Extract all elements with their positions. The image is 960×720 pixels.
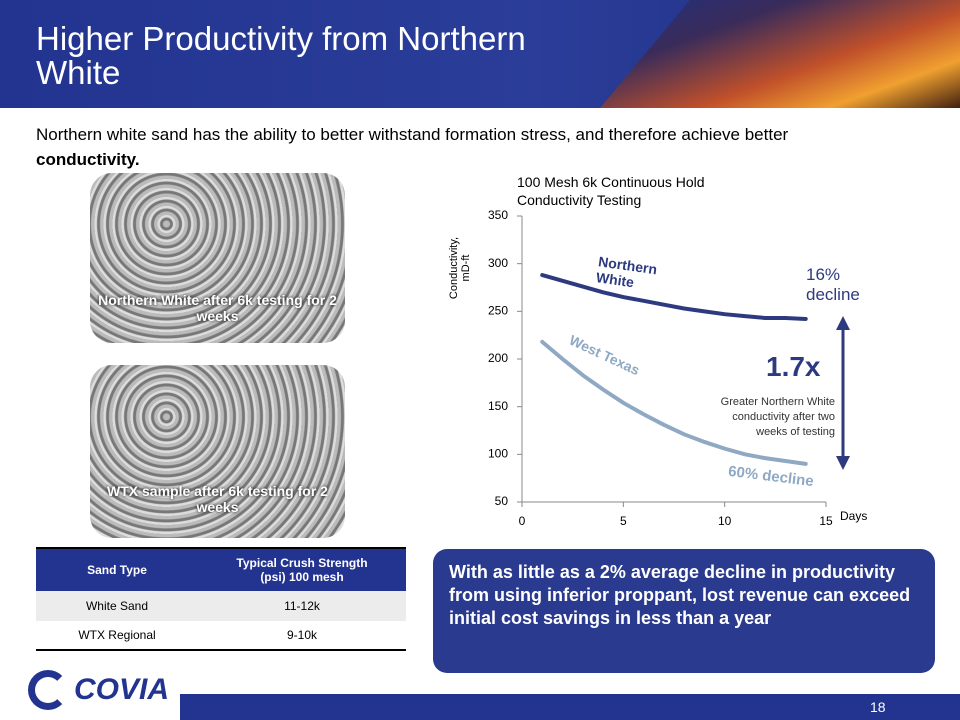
chart-title: 100 Mesh 6k Continuous Hold Conductivity… bbox=[517, 174, 705, 208]
series-line bbox=[540, 273, 808, 321]
y-axis-label: Conductivity, mD-ft bbox=[448, 236, 472, 300]
table: Sand Type Typical Crush Strength (psi) 1… bbox=[36, 547, 406, 651]
y-tick-label: 200 bbox=[488, 351, 508, 365]
page-number: 18 bbox=[870, 699, 886, 715]
intro: Northern white sand has the ability to b… bbox=[36, 122, 896, 172]
arrow-head bbox=[836, 316, 850, 330]
callout: With as little as a 2% average decline i… bbox=[433, 549, 935, 673]
annotation: 1.7x bbox=[766, 351, 821, 382]
annotation: 16% decline bbox=[806, 265, 860, 304]
x-axis-label: Days bbox=[840, 509, 868, 523]
annotation: Greater Northern White conductivity afte… bbox=[720, 396, 835, 438]
table-header: Typical Crush Strength (psi) 100 mesh bbox=[236, 556, 368, 584]
footer-band bbox=[180, 694, 960, 720]
y-tick-label: 100 bbox=[488, 447, 508, 461]
series-line bbox=[540, 339, 808, 466]
arrow-head bbox=[836, 456, 850, 470]
table-cell: 9-10k bbox=[286, 628, 318, 642]
sand-photo bbox=[90, 173, 345, 343]
intro-bold: conductivity. bbox=[36, 150, 140, 169]
slide-title: Higher Productivity from Northern White bbox=[36, 20, 526, 91]
logo-mark bbox=[28, 670, 68, 710]
sand-photo bbox=[90, 365, 345, 538]
logo: COVIA bbox=[74, 673, 170, 706]
x-tick-label: 0 bbox=[519, 514, 526, 528]
intro-text: Northern white sand has the ability to b… bbox=[36, 125, 789, 144]
table-cell: 11-12k bbox=[284, 599, 320, 613]
x-tick-label: 10 bbox=[718, 514, 732, 528]
photo-caption: WTX sample after 6k testing for 2 weeks bbox=[107, 483, 328, 515]
x-tick-label: 5 bbox=[620, 514, 627, 528]
y-tick-label: 150 bbox=[488, 399, 508, 413]
table-cell: White Sand bbox=[85, 599, 149, 613]
y-tick-label: 50 bbox=[495, 494, 509, 508]
y-tick-label: 350 bbox=[488, 208, 508, 222]
table-cell: WTX Regional bbox=[78, 628, 156, 642]
y-tick-label: 300 bbox=[488, 256, 508, 270]
chart: 50 100 150 200 250 300 350 0 5 10 15 bbox=[488, 208, 850, 528]
table-header: Sand Type bbox=[87, 563, 147, 577]
photo-caption: Northern White after 6k testing for 2 we… bbox=[98, 292, 337, 324]
y-tick-label: 250 bbox=[488, 304, 508, 318]
x-tick-label: 15 bbox=[819, 514, 833, 528]
